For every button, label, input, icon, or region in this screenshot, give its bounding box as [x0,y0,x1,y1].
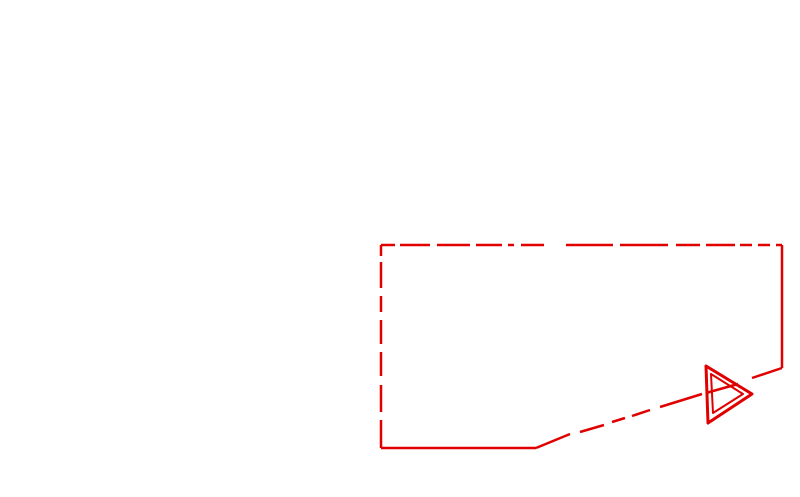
play-triangle-inner [710,373,744,414]
play-triangle-icon[interactable] [704,364,754,425]
play-triangle-outer [704,364,754,425]
frame-diagonal-edge [535,366,783,450]
frame-outline [379,243,784,450]
